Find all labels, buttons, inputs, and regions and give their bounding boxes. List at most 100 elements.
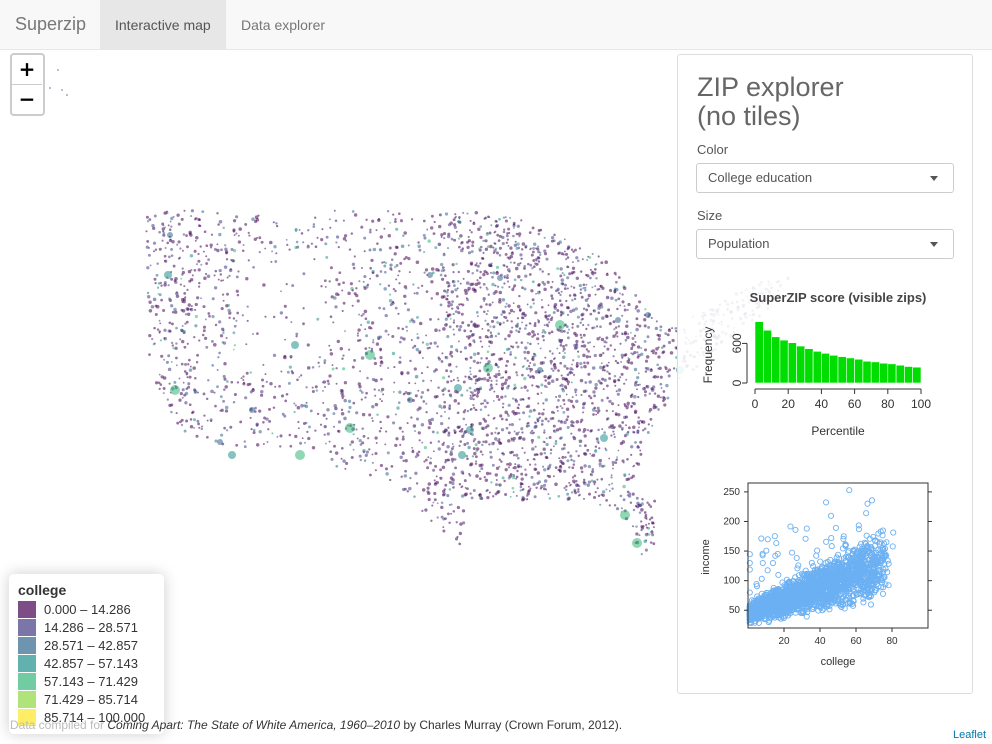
zip-marker[interactable] [646, 501, 649, 504]
zip-marker[interactable] [321, 389, 325, 392]
zip-marker[interactable] [575, 420, 580, 424]
zip-marker[interactable] [518, 235, 521, 238]
zip-marker[interactable] [208, 314, 211, 318]
zip-marker[interactable] [425, 342, 429, 346]
zip-marker[interactable] [202, 250, 205, 253]
zip-marker[interactable] [666, 333, 670, 337]
zip-marker[interactable] [406, 490, 410, 493]
zip-marker[interactable] [523, 376, 527, 381]
zip-marker[interactable] [228, 311, 232, 315]
zip-marker[interactable] [469, 356, 473, 359]
zip-marker[interactable] [519, 253, 523, 257]
zip-marker[interactable] [167, 367, 172, 372]
zip-marker[interactable] [572, 463, 576, 466]
zip-marker[interactable] [492, 271, 496, 275]
zip-marker[interactable] [181, 270, 185, 275]
zip-marker[interactable] [195, 434, 199, 438]
zip-marker[interactable] [474, 282, 479, 287]
zip-marker[interactable] [246, 383, 250, 387]
zip-marker[interactable] [461, 303, 465, 307]
zip-marker[interactable] [534, 262, 537, 265]
zip-marker[interactable] [153, 214, 157, 218]
zip-marker[interactable] [395, 263, 399, 267]
zip-marker[interactable] [470, 423, 473, 426]
zip-marker[interactable] [411, 346, 415, 349]
zip-marker[interactable] [589, 268, 592, 271]
zip-marker[interactable] [272, 221, 275, 224]
zip-marker[interactable] [622, 461, 625, 464]
zip-marker[interactable] [544, 379, 547, 382]
zip-marker[interactable] [472, 489, 476, 492]
zip-marker[interactable] [542, 402, 545, 405]
zip-marker[interactable] [531, 335, 534, 338]
zip-marker[interactable] [587, 293, 592, 298]
zip-marker[interactable] [485, 286, 488, 289]
zip-marker[interactable] [160, 375, 164, 379]
zip-marker[interactable] [617, 297, 621, 301]
zip-marker[interactable] [469, 390, 472, 394]
zip-marker[interactable] [194, 217, 197, 221]
zip-marker[interactable] [283, 354, 287, 358]
zip-marker[interactable] [324, 242, 328, 246]
zip-marker[interactable] [434, 328, 438, 333]
zip-marker[interactable] [562, 344, 565, 348]
zip-marker[interactable] [589, 396, 593, 400]
zip-marker[interactable] [386, 415, 390, 419]
zip-marker[interactable] [457, 379, 460, 382]
zip-marker[interactable] [516, 345, 520, 349]
zip-marker[interactable] [537, 229, 541, 232]
zip-marker[interactable] [656, 394, 661, 398]
zip-marker[interactable] [556, 267, 560, 271]
zip-marker[interactable] [517, 403, 521, 406]
zip-marker[interactable] [375, 274, 379, 278]
zip-marker[interactable] [530, 438, 535, 443]
zip-marker[interactable] [414, 455, 418, 458]
zip-marker[interactable] [452, 333, 456, 336]
zip-marker[interactable] [447, 389, 451, 393]
zip-marker[interactable] [456, 376, 459, 379]
zip-marker[interactable] [415, 260, 420, 265]
zip-marker[interactable] [519, 483, 523, 486]
zip-marker[interactable] [145, 230, 148, 233]
zip-marker[interactable] [290, 321, 293, 324]
zip-marker[interactable] [407, 257, 411, 261]
zip-marker[interactable] [358, 313, 361, 316]
zip-marker[interactable] [527, 485, 530, 488]
zip-marker[interactable] [578, 283, 582, 288]
zip-marker[interactable] [605, 409, 608, 412]
zip-marker[interactable] [160, 298, 163, 302]
zip-marker[interactable] [329, 226, 332, 229]
zip-marker[interactable] [365, 218, 368, 221]
zip-marker[interactable] [302, 241, 305, 244]
zip-marker[interactable] [529, 248, 531, 251]
zip-marker[interactable] [406, 308, 410, 312]
zip-marker[interactable] [368, 448, 371, 451]
zip-marker[interactable] [627, 358, 631, 361]
zip-marker[interactable] [470, 263, 473, 266]
zip-marker[interactable] [441, 493, 446, 497]
zip-marker[interactable] [494, 431, 497, 434]
zip-marker[interactable] [392, 287, 396, 291]
zip-marker[interactable] [199, 245, 202, 248]
zip-marker[interactable] [295, 450, 305, 460]
zip-marker[interactable] [362, 312, 365, 316]
zip-marker[interactable] [358, 385, 362, 389]
zip-marker[interactable] [449, 303, 454, 307]
zip-marker[interactable] [598, 462, 602, 466]
zip-marker[interactable] [631, 345, 634, 348]
zip-marker[interactable] [303, 404, 307, 407]
zip-marker[interactable] [479, 450, 483, 453]
zip-marker[interactable] [418, 350, 422, 354]
zip-marker[interactable] [200, 427, 203, 431]
zip-marker[interactable] [582, 344, 587, 348]
zip-marker[interactable] [178, 377, 181, 380]
zip-marker[interactable] [357, 332, 359, 335]
zip-marker[interactable] [582, 283, 586, 287]
zip-marker[interactable] [162, 233, 166, 237]
zip-marker[interactable] [630, 445, 634, 449]
zip-marker[interactable] [223, 426, 226, 430]
zip-marker[interactable] [612, 463, 615, 467]
zip-marker[interactable] [575, 364, 579, 368]
zip-marker[interactable] [379, 398, 382, 401]
zip-marker[interactable] [514, 463, 517, 466]
